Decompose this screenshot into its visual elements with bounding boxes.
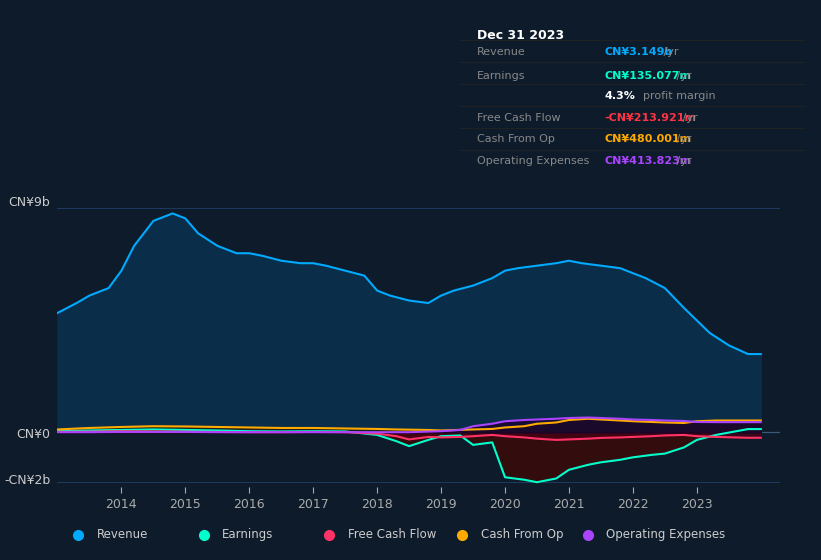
Text: CN¥3.149b: CN¥3.149b: [604, 47, 673, 57]
Text: Operating Expenses: Operating Expenses: [606, 528, 726, 542]
Text: Operating Expenses: Operating Expenses: [477, 156, 589, 166]
Text: /yr: /yr: [673, 134, 691, 144]
Text: -CN¥213.921m: -CN¥213.921m: [604, 113, 696, 123]
Text: Free Cash Flow: Free Cash Flow: [348, 528, 436, 542]
Text: 4.3%: 4.3%: [604, 91, 635, 101]
Text: CN¥413.823m: CN¥413.823m: [604, 156, 692, 166]
Text: CN¥480.001m: CN¥480.001m: [604, 134, 692, 144]
Text: CN¥9b: CN¥9b: [8, 196, 50, 209]
Text: CN¥135.077m: CN¥135.077m: [604, 71, 691, 81]
Text: /yr: /yr: [679, 113, 698, 123]
Text: -CN¥2b: -CN¥2b: [4, 474, 50, 487]
Text: /yr: /yr: [673, 156, 691, 166]
Text: Cash From Op: Cash From Op: [481, 528, 563, 542]
Text: Free Cash Flow: Free Cash Flow: [477, 113, 561, 123]
Text: Cash From Op: Cash From Op: [477, 134, 555, 144]
Text: Earnings: Earnings: [477, 71, 525, 81]
Text: /yr: /yr: [660, 47, 679, 57]
Text: Dec 31 2023: Dec 31 2023: [477, 29, 564, 41]
Text: Earnings: Earnings: [222, 528, 273, 542]
Text: /yr: /yr: [673, 71, 691, 81]
Text: profit margin: profit margin: [643, 91, 715, 101]
Text: Revenue: Revenue: [97, 528, 148, 542]
Text: Revenue: Revenue: [477, 47, 525, 57]
Text: CN¥0: CN¥0: [16, 428, 50, 441]
